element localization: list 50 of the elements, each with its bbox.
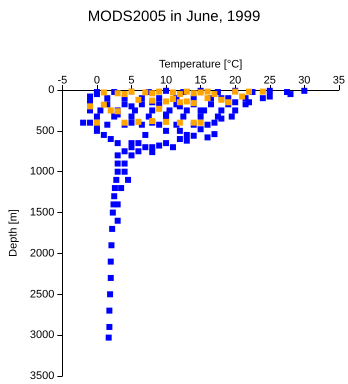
point bbox=[204, 88, 211, 95]
point bbox=[184, 88, 190, 95]
point bbox=[149, 90, 156, 96]
chart-title: MODS2005 in June, 1999 bbox=[88, 8, 260, 25]
point bbox=[204, 95, 211, 102]
point bbox=[260, 88, 266, 95]
point bbox=[163, 98, 170, 104]
y-tick-label: 2500 bbox=[30, 288, 54, 300]
y-axis-title: Depth [m] bbox=[8, 209, 20, 257]
point bbox=[211, 91, 218, 98]
x-tick-label: -5 bbox=[57, 74, 68, 86]
x-tick-label: 25 bbox=[264, 74, 276, 86]
x-tick-label: 15 bbox=[194, 74, 207, 86]
point bbox=[170, 89, 176, 96]
point bbox=[176, 99, 183, 106]
point bbox=[176, 120, 183, 126]
point bbox=[198, 120, 204, 126]
y-tick-label: 0 bbox=[48, 84, 54, 96]
point bbox=[190, 90, 197, 96]
point bbox=[108, 107, 114, 114]
point bbox=[94, 120, 100, 126]
point bbox=[100, 89, 107, 96]
point bbox=[156, 106, 162, 112]
x-tick-label: 0 bbox=[94, 74, 100, 86]
point bbox=[100, 102, 107, 108]
y-tick-label: 1500 bbox=[30, 206, 54, 219]
point bbox=[176, 91, 183, 98]
x-tick-label: 35 bbox=[332, 74, 346, 86]
x-tick-label: 10 bbox=[160, 74, 172, 86]
point bbox=[135, 96, 142, 103]
x-tick-label: 30 bbox=[298, 74, 310, 86]
y-tick-label: 3000 bbox=[30, 329, 54, 342]
point bbox=[239, 94, 246, 100]
point bbox=[135, 118, 142, 125]
y-tick-label: 1000 bbox=[30, 166, 54, 178]
y-tick-label: 500 bbox=[36, 124, 54, 137]
x-axis-title: Temperature [°C] bbox=[158, 58, 242, 70]
point bbox=[170, 96, 176, 102]
y-tick-label: 2000 bbox=[30, 247, 54, 260]
point bbox=[156, 88, 162, 95]
point bbox=[87, 103, 94, 110]
point bbox=[122, 91, 128, 98]
point bbox=[163, 118, 170, 125]
point bbox=[246, 88, 252, 95]
point bbox=[114, 90, 121, 96]
y-tick-label: 3500 bbox=[30, 370, 54, 382]
x-tick-label: 5 bbox=[128, 74, 135, 86]
x-tick-label: 20 bbox=[229, 74, 242, 86]
point bbox=[184, 98, 190, 104]
point bbox=[142, 89, 148, 96]
